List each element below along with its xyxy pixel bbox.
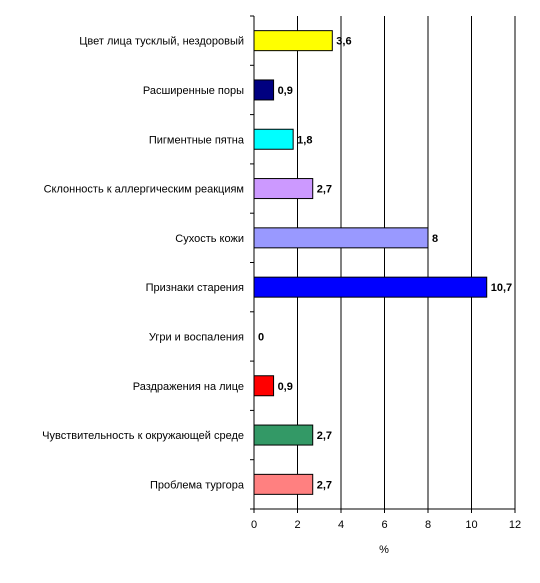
data-label: 10,7 xyxy=(491,282,512,294)
category-label: Признаки старения xyxy=(146,282,244,294)
labels: 0 2 4 6 8 10 12 Цвет лица тусклый, нездоровый 3,… xyxy=(42,36,521,531)
bar xyxy=(253,79,275,101)
bar xyxy=(253,30,333,52)
data-label: 8 xyxy=(432,233,438,245)
category-label: Склонность к аллергическим реакциям xyxy=(44,184,244,196)
category-label: Пигментные пятна xyxy=(149,134,245,146)
category-label: Проблема тургора xyxy=(150,479,245,491)
category-label: Сухость кожи xyxy=(175,233,244,245)
bar xyxy=(253,276,488,298)
category-label: Чувствительность к окружающей среде xyxy=(42,430,244,442)
axes xyxy=(250,15,516,513)
data-label: 2,7 xyxy=(317,479,332,491)
bar xyxy=(253,128,294,150)
x-axis-title: % xyxy=(379,544,389,556)
data-label: 0,9 xyxy=(278,381,293,393)
x-tick-label: 2 xyxy=(294,519,300,531)
x-tick-label: 12 xyxy=(509,519,521,531)
data-label: 2,7 xyxy=(317,184,332,196)
data-label: 0,9 xyxy=(278,85,293,97)
bars xyxy=(253,30,488,495)
bar xyxy=(253,227,429,249)
x-tick-label: 10 xyxy=(465,519,477,531)
data-label: 0 xyxy=(258,331,264,343)
category-label: Расширенные поры xyxy=(143,85,244,97)
bar xyxy=(253,178,314,200)
bar xyxy=(253,473,314,495)
category-label: Цвет лица тусклый, нездоровый xyxy=(79,36,244,48)
x-tick-label: 0 xyxy=(251,519,257,531)
data-label: 2,7 xyxy=(317,430,332,442)
data-label: 1,8 xyxy=(297,134,312,146)
category-label: Угри и воспаления xyxy=(149,331,244,343)
data-label: 3,6 xyxy=(336,36,351,48)
x-tick-label: 8 xyxy=(425,519,431,531)
x-tick-label: 6 xyxy=(381,519,387,531)
x-tick-label: 4 xyxy=(338,519,344,531)
bar xyxy=(253,424,314,446)
category-label: Раздражения на лице xyxy=(133,381,244,393)
bar xyxy=(253,375,275,397)
